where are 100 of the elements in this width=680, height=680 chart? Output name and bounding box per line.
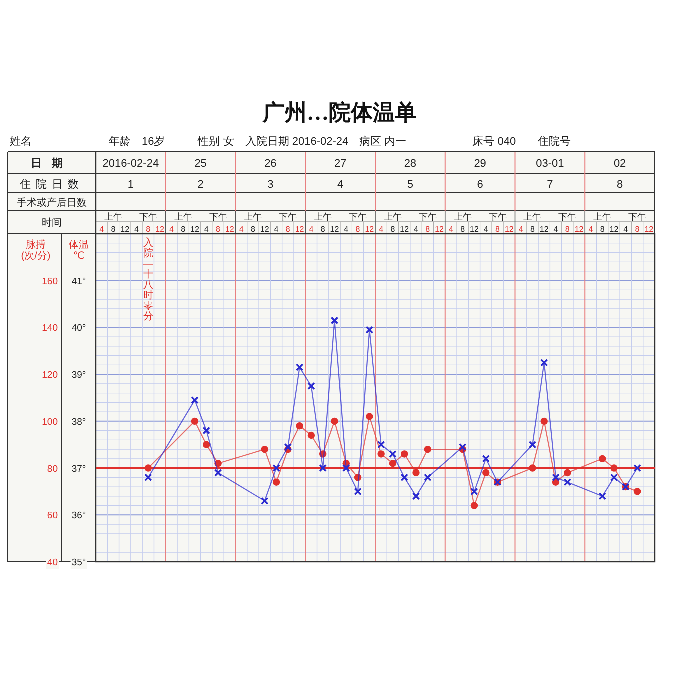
text: 27 [334,158,347,170]
text: 下午 [279,212,298,222]
point [424,474,432,482]
point [610,464,618,472]
x-tick-label: 8 [600,225,606,234]
text: 上午 [384,212,402,222]
point [482,469,490,477]
point [598,492,606,500]
text: 下午 [488,212,507,222]
point [144,464,152,472]
x-tick-label: 12 [330,225,340,234]
x-tick-label: 4 [204,225,210,234]
x-tick-label: 4 [100,225,105,234]
text: 上午 [174,212,192,222]
text: 25 [194,158,207,170]
y2-axis-title: 体温 ℃ [69,239,89,262]
x-tick-label: 12 [610,225,620,234]
text: 2016-02-24 [102,158,160,170]
x-tick-label: 12 [540,225,550,234]
text: 上午 [594,212,612,222]
text: 03-01 [536,158,564,170]
point [377,440,386,449]
text: 28 [404,158,417,170]
x-tick-label: 12 [260,225,270,234]
point [331,418,338,426]
text: 6 [477,179,484,191]
y-tick-label: 40 [47,558,58,568]
text: 上午 [524,212,542,222]
point [634,488,642,496]
point [260,497,269,505]
point [564,469,572,477]
point [540,418,548,426]
x-tick-label: 12 [574,225,584,234]
text: 02 [614,158,626,170]
x-tick-label: 4 [134,225,140,234]
x-tick-label: 8 [320,225,326,234]
x-tick-label: 8 [460,225,466,234]
point [203,441,210,448]
x-tick-label: 4 [518,225,524,234]
x-tick-label: 8 [496,225,501,234]
x-tick-label: 12 [225,225,235,234]
text: 下午 [558,212,577,222]
x-tick-label: 8 [390,225,396,234]
x-tick-label: 8 [635,225,640,234]
point [202,426,211,435]
x-tick-label: 4 [554,225,559,234]
point [482,455,490,463]
x-tick-label: 8 [286,225,291,234]
text: 1 [128,179,134,191]
point [401,450,408,458]
y2-tick-label: 38° [72,416,86,428]
point [214,469,222,477]
text: 下午 [349,212,368,222]
y2-tick-label: 35° [72,558,86,568]
y-tick-label: 100 [42,416,58,428]
x-tick-label: 4 [239,225,244,234]
point [191,396,199,404]
point [634,464,642,472]
x-tick-label: 8 [530,225,536,234]
text: 3 [268,179,274,191]
x-tick-label: 12 [120,225,130,234]
x-tick-label: 8 [146,225,152,234]
x-tick-label: 8 [181,225,186,234]
point [342,464,350,472]
x-tick-label: 12 [504,225,514,234]
y2-tick-label: 40° [72,323,86,334]
point [378,450,385,458]
text: 5 [407,179,414,191]
point [389,460,397,468]
point [354,488,362,496]
point [412,469,420,477]
text: 住院日数 [20,178,84,191]
point [528,440,537,449]
point [470,502,478,510]
point [564,478,572,486]
text: 下午 [209,212,228,222]
point [610,474,618,482]
text: 2 [198,179,204,191]
x-tick-label: 8 [426,225,431,234]
point [319,464,327,472]
x-tick-label: 8 [216,225,222,234]
chart-title: 广州…院体温单 [262,100,417,125]
x-tick-label: 4 [588,225,594,234]
y2-tick-label: 36° [72,510,86,522]
y-tick-label: 60 [47,510,58,522]
y-axis-title: 脉搏 (次/分) [21,239,51,262]
x-tick-label: 4 [379,225,384,234]
x-tick-label: 4 [448,225,454,234]
text: 日期 [31,157,73,170]
text: 上午 [314,212,332,222]
text: 上午 [244,212,262,222]
x-tick-label: 8 [356,225,361,234]
point [284,443,292,452]
point [261,446,268,454]
point [424,446,432,454]
x-tick-label: 12 [470,225,480,234]
x-tick-label: 4 [484,225,489,234]
point [308,432,316,440]
x-axis-title: 时间 [42,217,62,229]
y2-tick-label: 41° [72,276,86,288]
